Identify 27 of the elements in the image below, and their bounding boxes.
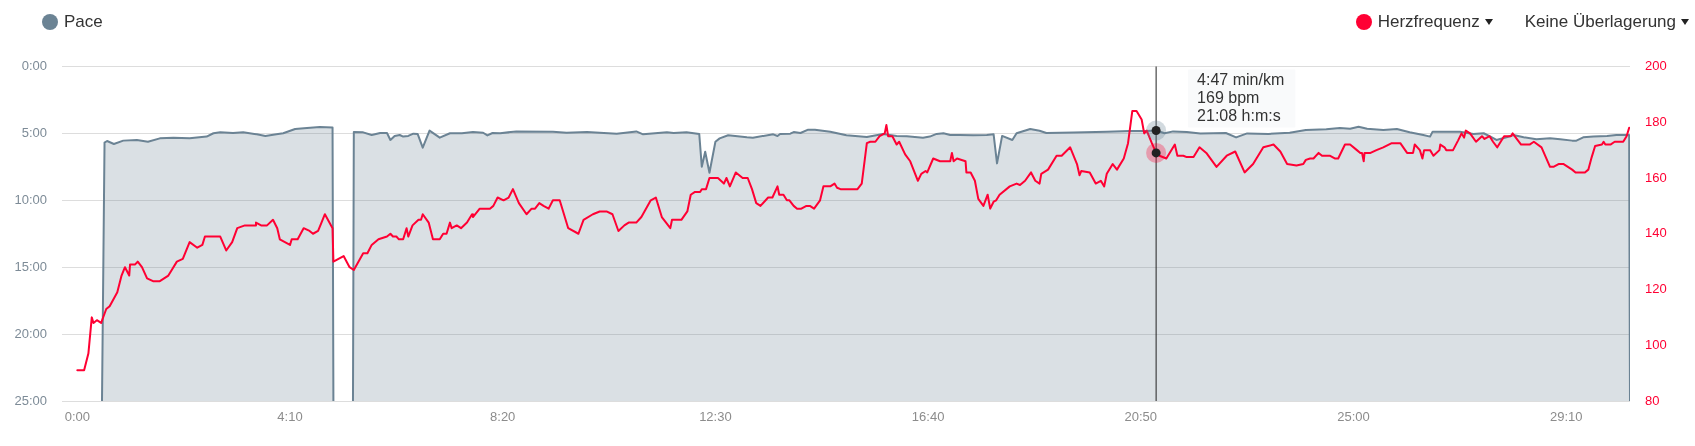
x-tick-label: 29:10 xyxy=(1549,409,1583,425)
y2-tick-label: 100 xyxy=(1645,336,1667,352)
x-tick-label: 25:00 xyxy=(1337,409,1370,425)
legend-label: Herzfrequenz xyxy=(1377,12,1480,32)
x-tick-label: 12:30 xyxy=(699,409,732,425)
y-tick-label: 10:00 xyxy=(14,191,47,207)
x-tick-label: 8:20 xyxy=(490,409,516,425)
y-tick-label: 20:00 xyxy=(14,325,47,341)
y2-tick-label: 80 xyxy=(1645,392,1660,408)
legend-label: Pace xyxy=(64,12,103,32)
y-tick-label: 5:00 xyxy=(21,124,47,140)
y-tick-label: 15:00 xyxy=(14,258,47,274)
annotation: 169 bpm xyxy=(1197,88,1260,106)
x-tick-label: 0:00 xyxy=(64,409,90,425)
text: Keine Überlagerung xyxy=(1524,12,1676,32)
y-tick-label: 0:00 xyxy=(21,58,47,74)
y2-tick-label: 140 xyxy=(1645,225,1667,241)
x-tick-label: 4:10 xyxy=(277,409,303,425)
y-tick-label: 25:00 xyxy=(14,392,47,408)
annotation: 4:47 min/km xyxy=(1197,70,1285,88)
y2-tick-label: 160 xyxy=(1645,169,1667,185)
y2-tick-label: 180 xyxy=(1645,113,1667,129)
x-tick-label: 20:50 xyxy=(1124,409,1158,425)
y2-tick-label: 120 xyxy=(1645,281,1667,297)
y2-tick-label: 200 xyxy=(1645,58,1667,74)
annotation: 21:08 h:m:s xyxy=(1197,106,1281,124)
x-tick-label: 16:40 xyxy=(911,409,945,425)
